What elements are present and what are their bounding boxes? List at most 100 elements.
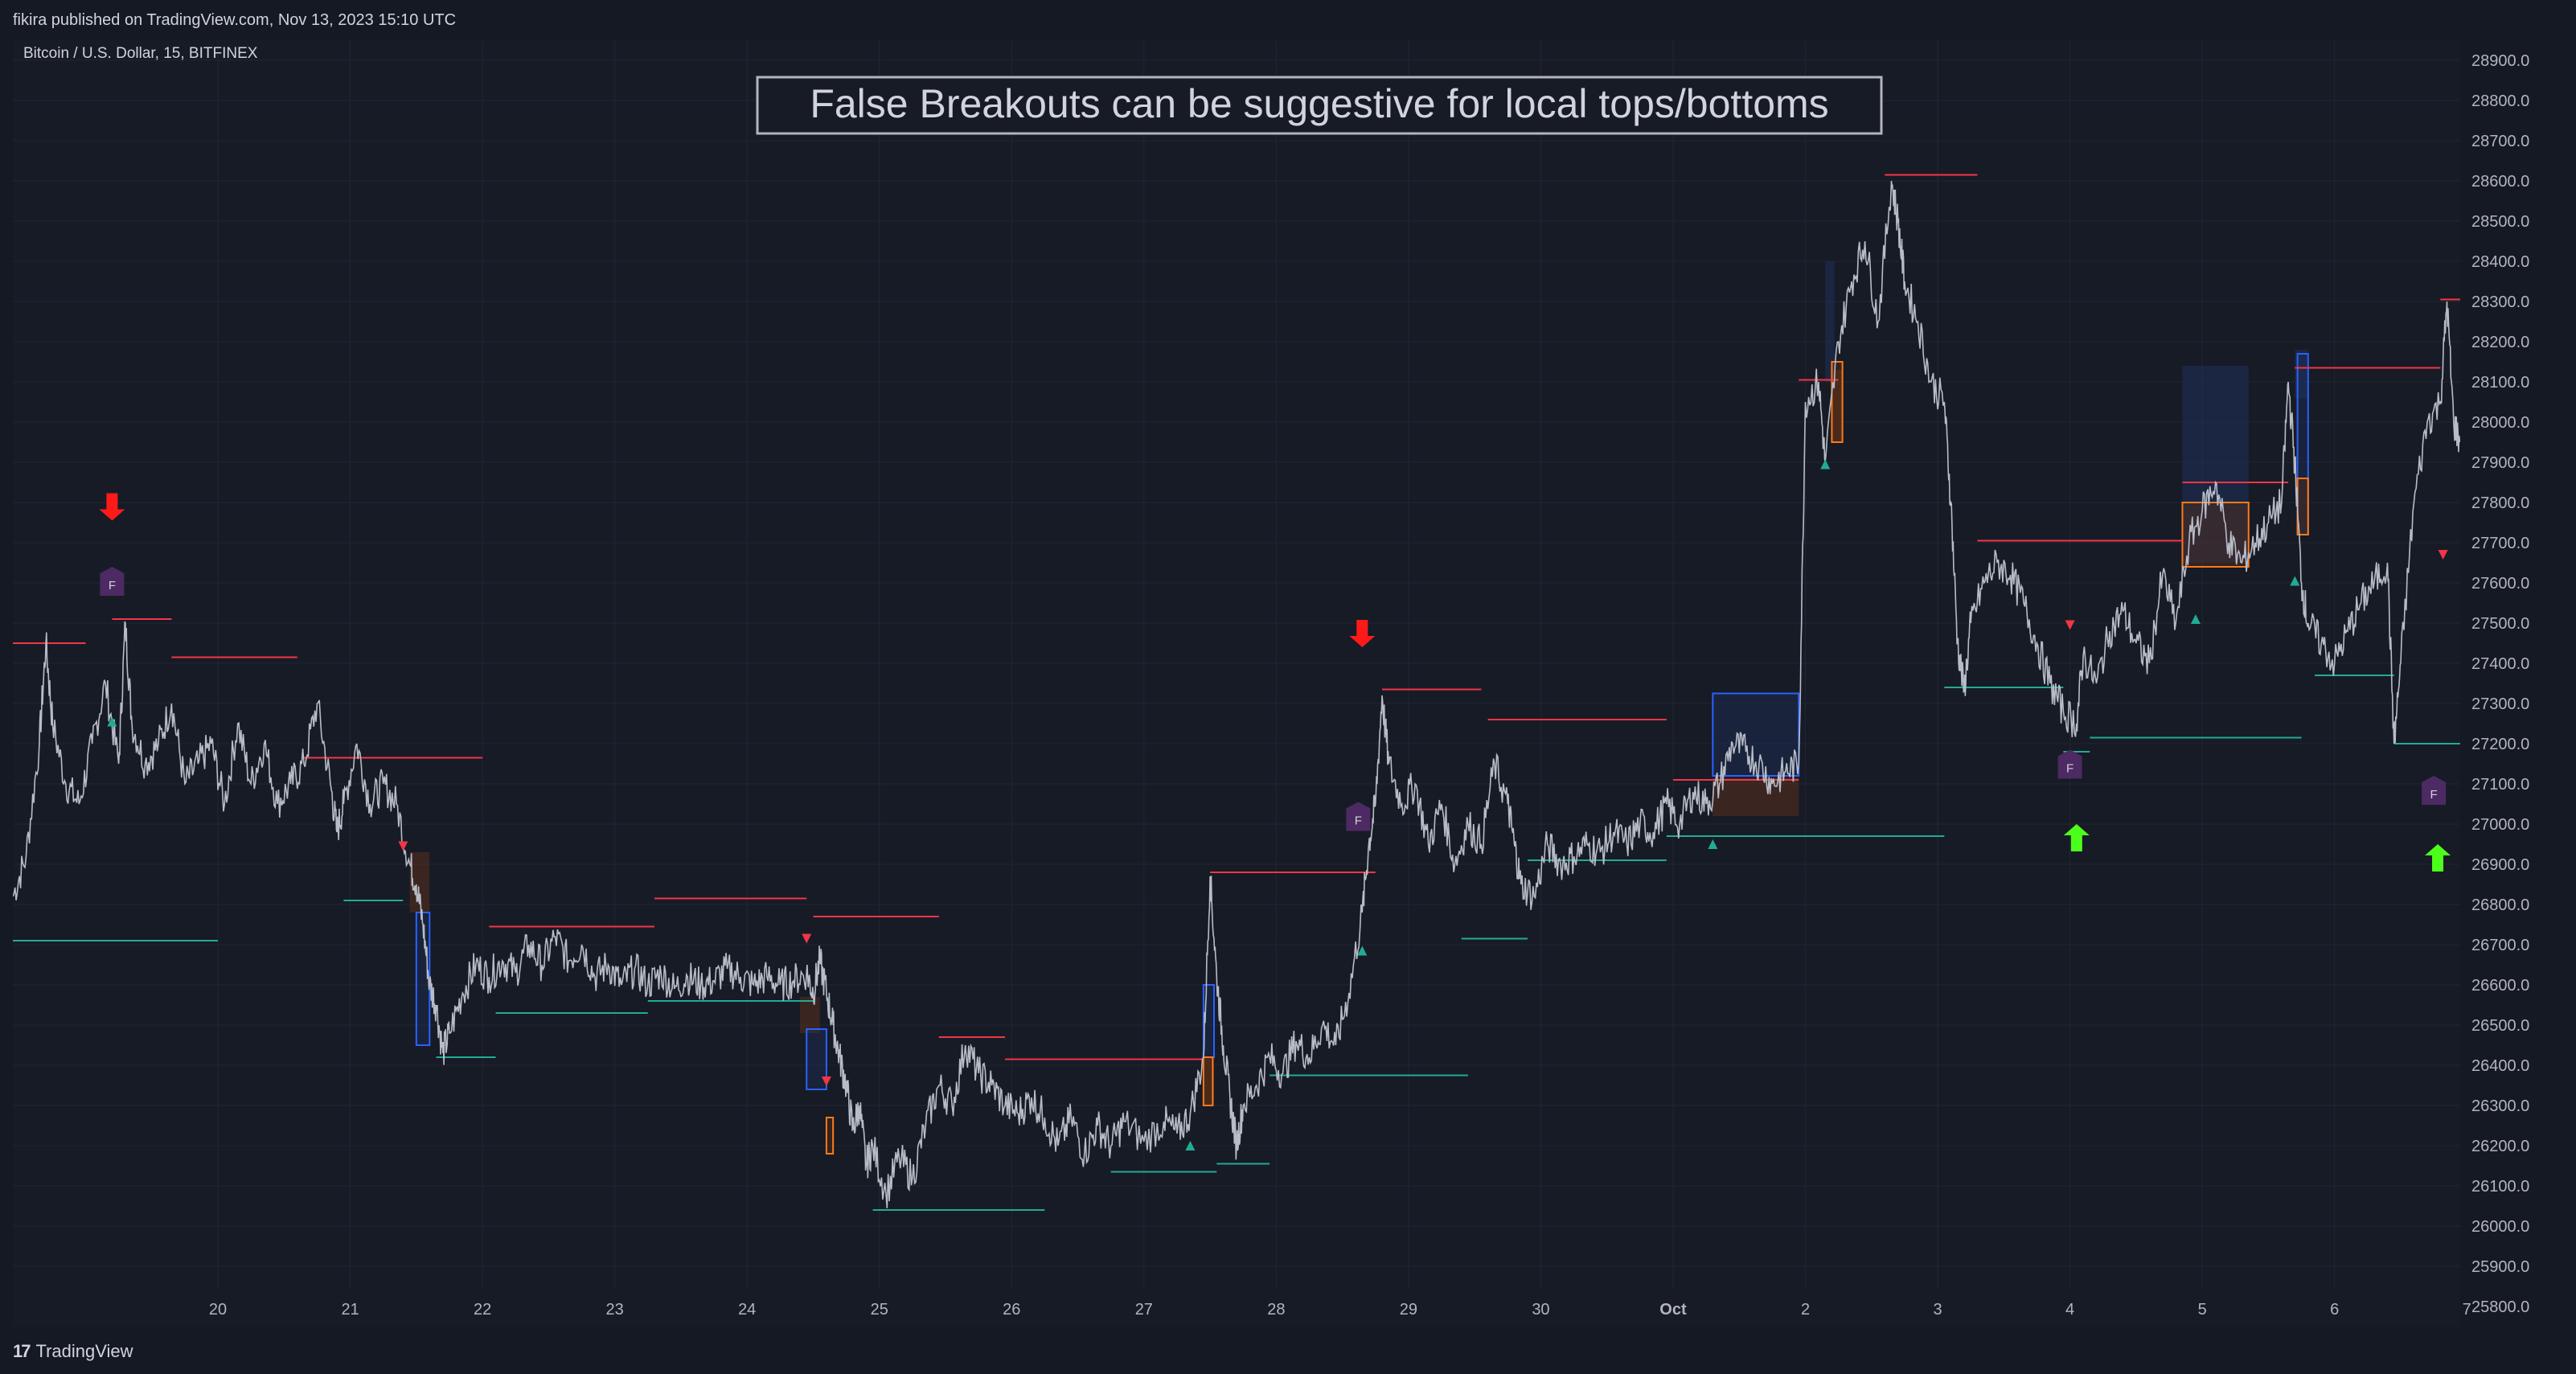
breakout-box-orange (1202, 1056, 1214, 1106)
price-axis[interactable]: 25800.0 25900.0 26000.0 26100.0 26200.0 26300… (2460, 40, 2569, 1327)
time-axis[interactable]: 20 21 22 23 24 25 26 27 28 29 30 Oct 2 3 4 5 6 7 (13, 1289, 2471, 1327)
price-tick-label: 27200.0 (2471, 736, 2529, 753)
price-tick-label: 26500.0 (2471, 1017, 2529, 1035)
triangle-up-marker (1357, 945, 1368, 956)
time-tick-label: 26 (1003, 1301, 1020, 1319)
price-tick-label: 27300.0 (2471, 695, 2529, 713)
label-badge (100, 567, 125, 596)
time-tick-label: Oct (1659, 1301, 1687, 1319)
time-tick-label: 4 (2065, 1301, 2074, 1319)
tradingview-logo-icon: 17 (13, 1341, 31, 1361)
price-tick-label: 26100.0 (2471, 1178, 2529, 1196)
publish-header: fikira published on TradingView.com, Nov… (0, 0, 2576, 40)
triangle-down-marker (821, 1077, 831, 1086)
signal-arrow-down (1349, 620, 1376, 647)
price-tick-label: 28600.0 (2471, 173, 2529, 191)
time-tick-label: 23 (606, 1301, 624, 1319)
price-chart[interactable]: F F F F False Breakouts can be suggestive f… (13, 40, 2576, 1329)
price-tick-label: 28700.0 (2471, 133, 2529, 150)
time-tick-label: 27 (1135, 1301, 1153, 1319)
price-tick-label: 28800.0 (2471, 92, 2529, 110)
price-tick-label: 28400.0 (2471, 253, 2529, 271)
false-breakout-label: F (1346, 802, 1371, 831)
signal-arrow-down (99, 493, 125, 521)
price-tick-label: 26600.0 (2471, 977, 2529, 995)
zone-fill-brown (800, 997, 820, 1033)
false-breakout-label: F (100, 567, 125, 596)
triangle-up-marker (1708, 839, 1718, 849)
price-tick-label: 28200.0 (2471, 334, 2529, 351)
false-breakout-label: F (2422, 776, 2447, 805)
price-series-line (13, 180, 2461, 1208)
zone-fill-brown (1203, 1057, 1215, 1105)
signal-arrow-up (2063, 824, 2090, 851)
time-tick-label: 20 (209, 1301, 227, 1319)
signal-markers: F F F F (99, 459, 2451, 1150)
price-tick-label: 26000.0 (2471, 1218, 2529, 1236)
price-tick-label: 26900.0 (2471, 856, 2529, 874)
symbol-legend[interactable]: Bitcoin / U.S. Dollar, 15, BITFINEX (23, 45, 258, 62)
price-tick-label: 28300.0 (2471, 293, 2529, 311)
time-tick-label: 2 (1801, 1301, 1810, 1319)
chart-title-box: False Breakouts can be suggestive for lo… (756, 76, 1883, 135)
price-tick-label: 28000.0 (2471, 414, 2529, 432)
price-tick-label: 26400.0 (2471, 1057, 2529, 1075)
time-tick-label: 30 (1532, 1301, 1549, 1319)
zone-boxes (409, 261, 2309, 1155)
label-text: F (1355, 814, 1362, 828)
chart-title: False Breakouts can be suggestive for lo… (810, 81, 1828, 126)
false-breakout-label: F (2057, 749, 2082, 779)
breakout-box-orange (2181, 502, 2250, 568)
label-text: F (109, 579, 116, 593)
tradingview-brand: TradingView (35, 1341, 133, 1361)
time-tick-label: 7 (2463, 1301, 2471, 1319)
level-lines (13, 174, 2500, 1211)
price-tick-label: 25800.0 (2471, 1298, 2529, 1316)
time-tick-label: 24 (738, 1301, 756, 1319)
label-badge (2057, 749, 2082, 779)
triangle-up-marker (1820, 459, 1831, 470)
triangle-up-marker (2190, 614, 2201, 624)
label-badge (2422, 776, 2447, 805)
price-tick-label: 26800.0 (2471, 896, 2529, 914)
price-tick-label: 27700.0 (2471, 535, 2529, 552)
time-tick-label: 3 (1934, 1301, 1942, 1319)
triangle-up-marker (2290, 576, 2300, 586)
zone-fill-navy (1825, 261, 1835, 382)
time-tick-label: 5 (2198, 1301, 2207, 1319)
breakout-box-orange (825, 1117, 835, 1155)
triangle-down-marker (2438, 550, 2448, 560)
signal-arrow-up (2425, 844, 2451, 872)
price-tick-label: 27400.0 (2471, 655, 2529, 673)
triangle-down-marker (398, 841, 408, 851)
breakout-box-blue (806, 1028, 827, 1090)
time-tick-label: 21 (341, 1301, 359, 1319)
price-tick-label: 26300.0 (2471, 1097, 2529, 1115)
triangle-up-marker (1185, 1141, 1196, 1150)
footer-bar (0, 1329, 2576, 1374)
time-tick-label: 6 (2330, 1301, 2339, 1319)
label-badge (1346, 802, 1371, 831)
time-tick-label: 29 (1400, 1301, 1417, 1319)
price-tick-label: 28500.0 (2471, 213, 2529, 231)
breakout-box-orange (1831, 361, 1844, 443)
publish-info: fikira published on TradingView.com, Nov… (13, 11, 457, 29)
time-tick-label: 25 (871, 1301, 888, 1319)
price-tick-label: 28100.0 (2471, 374, 2529, 392)
tradingview-logo[interactable]: 17 TradingView (13, 1339, 133, 1364)
time-tick-label: 28 (1267, 1301, 1285, 1319)
time-axis-bg (13, 1289, 2460, 1327)
price-tick-label: 26700.0 (2471, 937, 2529, 954)
price-tick-label: 27500.0 (2471, 615, 2529, 633)
price-tick-label: 25900.0 (2471, 1258, 2529, 1276)
chart-pane[interactable]: F F F F False Breakouts can be suggestive f… (13, 40, 2569, 1327)
price-tick-label: 26200.0 (2471, 1138, 2529, 1155)
triangle-up-marker (107, 716, 117, 727)
zone-fill-brown (1713, 777, 1799, 816)
price-tick-label: 28900.0 (2471, 52, 2529, 70)
time-tick-label: 22 (474, 1301, 491, 1319)
price-tick-label: 27100.0 (2471, 776, 2529, 794)
price-tick-label: 27900.0 (2471, 454, 2529, 472)
price-tick-label: 27000.0 (2471, 816, 2529, 834)
triangle-down-marker (2065, 620, 2075, 630)
